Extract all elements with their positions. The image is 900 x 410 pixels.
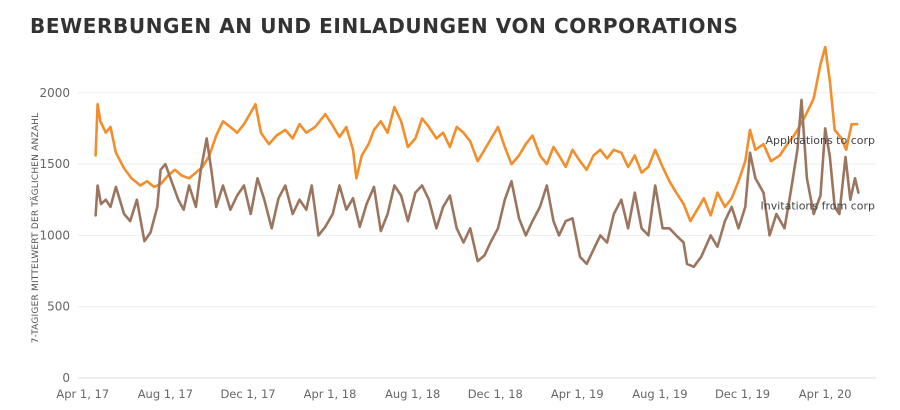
x-tick-label: Apr 1, 19 — [551, 387, 604, 401]
x-tick-label: Apr 1, 18 — [304, 387, 357, 401]
series-label-invitations-from-corp: Invitations from corp — [760, 200, 875, 213]
y-tick-label: 500 — [47, 300, 70, 314]
x-tick-label: Aug 1, 19 — [632, 387, 687, 401]
chart-title: BEWERBUNGEN AN UND EINLADUNGEN VON CORPO… — [30, 14, 739, 38]
y-tick-label: 2000 — [39, 86, 70, 100]
series-labels: Applications to corp Invitations from cor… — [760, 134, 875, 212]
y-tick-label: 0 — [62, 371, 70, 385]
x-axis-ticks: Apr 1, 17 Aug 1, 17 Dec 1, 17 Apr 1, 18 Aug … — [56, 387, 851, 401]
series-label-applications-to-corp: Applications to corp — [765, 134, 875, 147]
y-tick-label: 1500 — [39, 157, 70, 171]
series-lines — [94, 45, 860, 269]
x-tick-label: Aug 1, 17 — [138, 387, 193, 401]
series-line-applications-to-corp — [94, 45, 859, 223]
y-tick-label: 1000 — [39, 228, 70, 242]
x-tick-label: Aug 1, 18 — [385, 387, 440, 401]
x-tick-label: Dec 1, 17 — [220, 387, 275, 401]
y-axis-ticks: 0 500 1000 1500 2000 — [39, 86, 70, 385]
x-tick-label: Apr 1, 20 — [799, 387, 852, 401]
x-tick-label: Dec 1, 19 — [715, 387, 770, 401]
x-tick-label: Dec 1, 18 — [468, 387, 523, 401]
series-line-invitations-from-corp — [94, 98, 860, 269]
gridlines — [78, 92, 876, 379]
x-tick-label: Apr 1, 17 — [56, 387, 109, 401]
y-axis-label: 7-TAGIGER MITTELWERT DER TÄGLICHEN ANZAH… — [30, 113, 41, 344]
